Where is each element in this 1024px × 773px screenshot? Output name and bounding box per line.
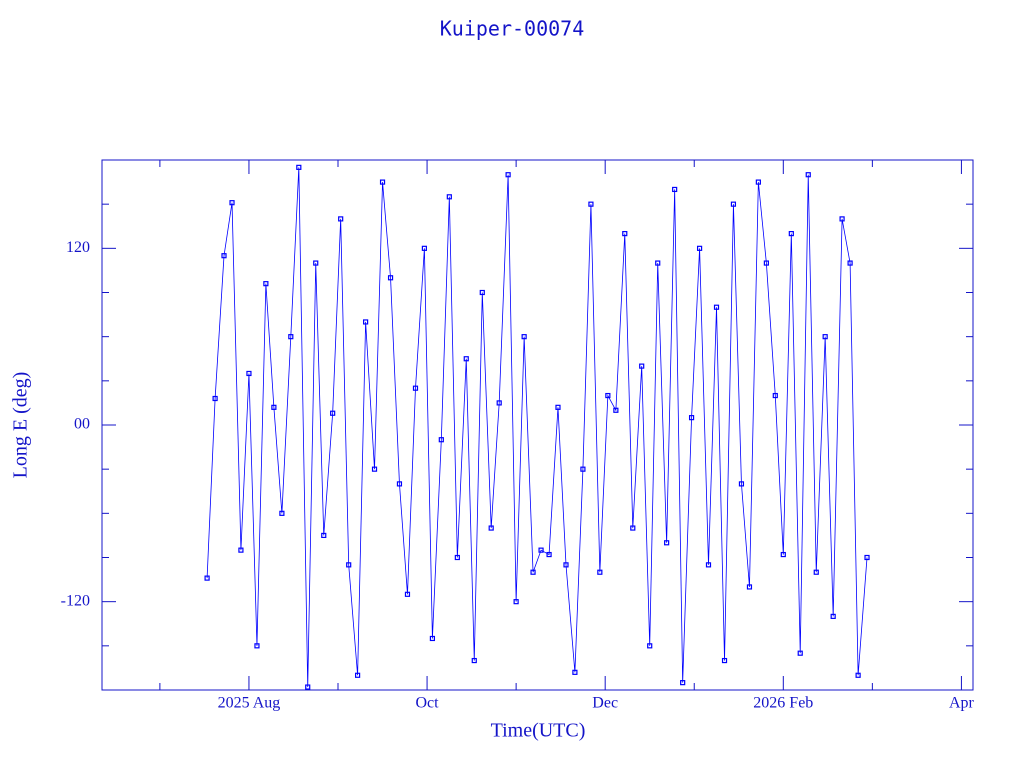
point [263, 281, 269, 287]
point [346, 562, 352, 568]
x-axis-label: Time(UTC) [491, 720, 586, 742]
x-tick-label: Oct [416, 695, 440, 712]
y-tick-label: 00 [74, 416, 90, 433]
point [847, 260, 853, 266]
point [496, 400, 502, 406]
point [471, 657, 477, 664]
point [597, 569, 603, 575]
point [746, 584, 753, 590]
point [212, 395, 218, 402]
point [454, 554, 460, 561]
point [488, 525, 494, 531]
point [438, 437, 444, 443]
point [305, 684, 311, 690]
point [639, 363, 645, 369]
point [379, 179, 386, 185]
point [530, 569, 536, 575]
point [630, 525, 636, 531]
point [479, 289, 485, 296]
point [688, 415, 695, 421]
point [521, 334, 527, 340]
point [813, 569, 819, 575]
point [313, 260, 319, 266]
point [505, 172, 511, 178]
point [330, 410, 336, 416]
point [797, 650, 803, 656]
point [296, 164, 302, 170]
point [730, 201, 737, 207]
point [513, 599, 519, 605]
point [672, 186, 678, 193]
point [396, 481, 403, 487]
point [538, 547, 544, 553]
y-tick-label: 120 [66, 239, 90, 256]
point [855, 672, 861, 678]
point [355, 672, 361, 678]
point [555, 404, 561, 410]
point [780, 551, 786, 558]
point [613, 407, 619, 413]
point [463, 356, 469, 362]
point [429, 635, 436, 642]
point [763, 260, 769, 266]
point [788, 231, 794, 237]
point [696, 245, 703, 251]
y-tick-label: -120 [61, 592, 90, 609]
point [288, 334, 294, 340]
point [664, 540, 670, 546]
chart-title: Kuiper-00074 [440, 17, 585, 41]
point [605, 392, 611, 399]
point [755, 179, 761, 185]
point [229, 200, 235, 206]
point [412, 385, 419, 391]
point [721, 657, 728, 664]
point [387, 275, 394, 281]
point [363, 319, 369, 325]
point [371, 466, 378, 472]
point [446, 194, 452, 200]
x-tick-label: Apr [949, 695, 975, 712]
point [805, 172, 811, 178]
point [321, 532, 327, 539]
point [738, 481, 745, 487]
point [647, 643, 653, 649]
y-axis-label: Long E (deg) [10, 372, 32, 479]
point [713, 304, 720, 310]
point [588, 201, 594, 207]
x-tick-label: 2025 Aug [218, 695, 281, 712]
point [338, 216, 344, 222]
point [864, 554, 870, 561]
x-tick-label: Dec [592, 695, 618, 712]
point [655, 260, 661, 266]
point [822, 334, 828, 340]
point [271, 404, 277, 410]
point [204, 575, 210, 581]
point [563, 562, 569, 568]
point [221, 253, 227, 259]
point [622, 231, 628, 237]
point [254, 643, 260, 649]
point [404, 591, 411, 597]
point [705, 562, 712, 568]
track-line [206, 167, 868, 688]
point [572, 669, 578, 675]
point [830, 613, 836, 619]
point [546, 551, 552, 558]
point [580, 466, 586, 472]
point [279, 510, 285, 516]
x-tick-label: 2026 Feb [753, 695, 813, 712]
point [421, 245, 427, 251]
point [246, 370, 252, 377]
point [680, 680, 686, 686]
point [839, 216, 845, 222]
point [238, 547, 244, 553]
point [772, 392, 778, 399]
